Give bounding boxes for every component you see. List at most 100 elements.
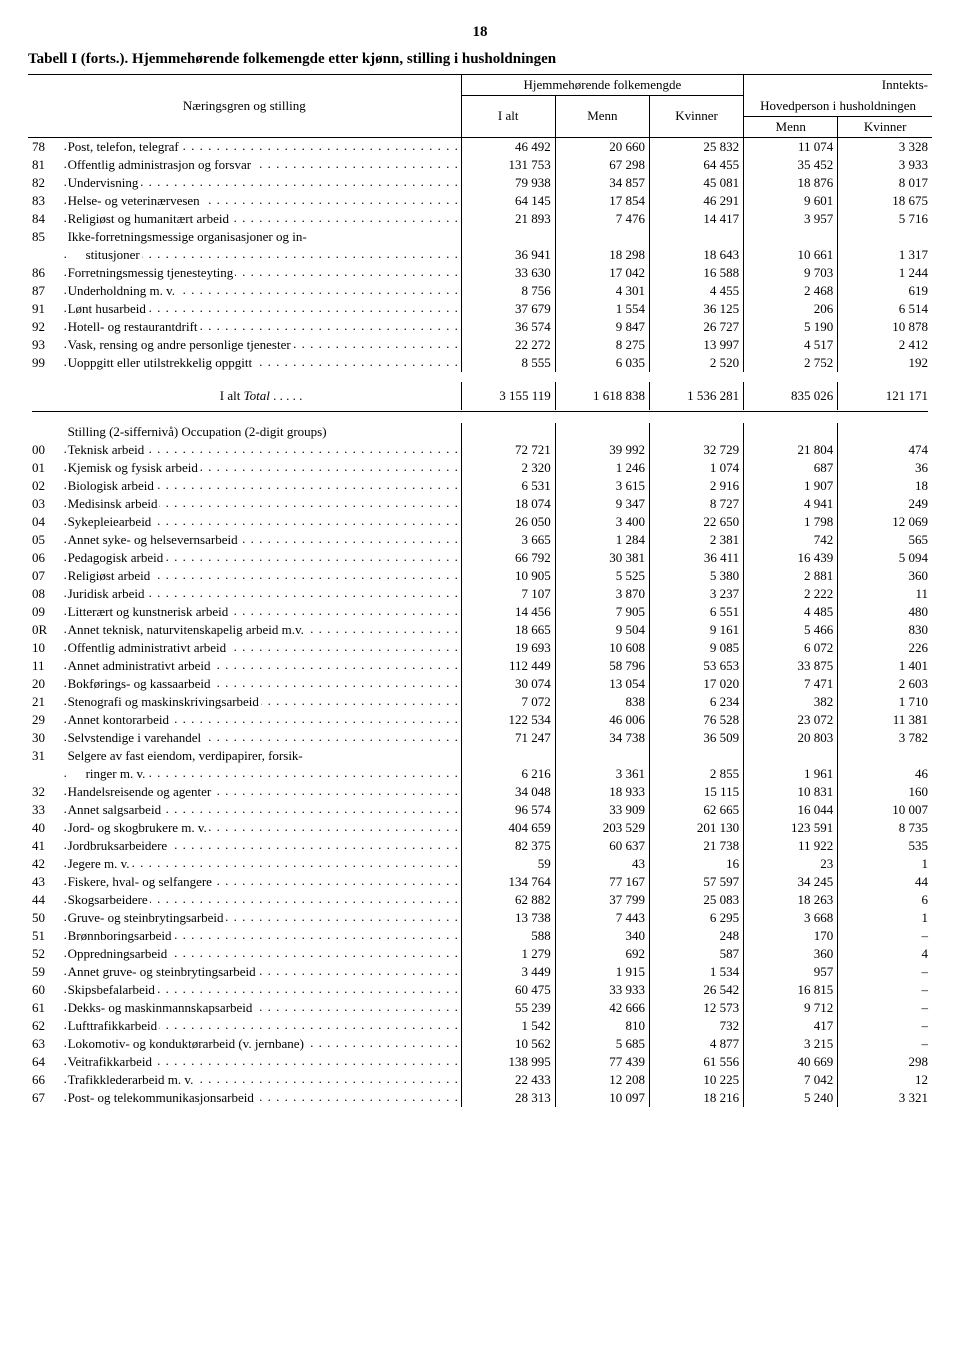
row-value: 4 877	[649, 1035, 743, 1053]
row-value: 9 712	[744, 999, 838, 1017]
row-code: 30	[28, 729, 64, 747]
row-value	[649, 747, 743, 765]
row-value: 25 083	[649, 891, 743, 909]
row-value: 1 279	[461, 945, 555, 963]
row-label: Jordbruksarbeidere	[64, 837, 462, 855]
row-label: Medisinsk arbeid	[64, 495, 462, 513]
table-row: 86Forretningsmessig tjenesteyting33 6301…	[28, 264, 932, 282]
row-label: Biologisk arbeid	[64, 477, 462, 495]
total-hkvinner: 121 171	[838, 382, 932, 410]
row-value: 360	[744, 945, 838, 963]
row-value: 201 130	[649, 819, 743, 837]
table-row: 10Offentlig administrativt arbeid19 6931…	[28, 639, 932, 657]
row-value: 2 855	[649, 765, 743, 783]
row-value: –	[838, 999, 932, 1017]
row-value: 8 735	[838, 819, 932, 837]
row-code	[28, 765, 64, 783]
row-code: 67	[28, 1089, 64, 1107]
row-value: 46 291	[649, 192, 743, 210]
row-value: 11 922	[744, 837, 838, 855]
row-code: 32	[28, 783, 64, 801]
total-label: I alt	[220, 388, 241, 403]
row-label: Post- og telekommunikasjonsarbeid	[64, 1089, 462, 1107]
row-value: 23	[744, 855, 838, 873]
row-value: 1 961	[744, 765, 838, 783]
row-value: 732	[649, 1017, 743, 1035]
row-value: 692	[555, 945, 649, 963]
row-label: Annet gruve- og steinbrytingsarbeid	[64, 963, 462, 981]
row-value: 21 804	[744, 441, 838, 459]
row-value: 3 870	[555, 585, 649, 603]
row-value: 1 554	[555, 300, 649, 318]
row-value: 565	[838, 531, 932, 549]
page-number: 18	[28, 24, 932, 41]
row-value: 6 531	[461, 477, 555, 495]
row-value: 417	[744, 1017, 838, 1035]
row-value: 36 941	[461, 246, 555, 264]
row-label: Offentlig administrativt arbeid	[64, 639, 462, 657]
row-value: 3 615	[555, 477, 649, 495]
row-value	[744, 228, 838, 246]
row-label: Annet syke- og helsevernsarbeid	[64, 531, 462, 549]
row-value: 35 452	[744, 156, 838, 174]
row-code: 61	[28, 999, 64, 1017]
row-value: 248	[649, 927, 743, 945]
row-value: 21 893	[461, 210, 555, 228]
row-value: 33 630	[461, 264, 555, 282]
row-value: 810	[555, 1017, 649, 1035]
row-value: 5 094	[838, 549, 932, 567]
row-value: 3 782	[838, 729, 932, 747]
row-value: 8 756	[461, 282, 555, 300]
table-row: 93Vask, rensing og andre personlige tjen…	[28, 336, 932, 354]
row-value: 3 668	[744, 909, 838, 927]
row-value: 1 246	[555, 459, 649, 477]
row-value: 16 815	[744, 981, 838, 999]
row-value: 9 347	[555, 495, 649, 513]
row-value: 4 517	[744, 336, 838, 354]
row-value: 6 216	[461, 765, 555, 783]
row-label: Bokførings- og kassaarbeid	[64, 675, 462, 693]
row-value: 22 433	[461, 1071, 555, 1089]
row-value: 340	[555, 927, 649, 945]
table-row: 87Underholdning m. v.8 7564 3014 4552 46…	[28, 282, 932, 300]
row-value: 18 675	[838, 192, 932, 210]
row-value: 61 556	[649, 1053, 743, 1071]
row-code: 81	[28, 156, 64, 174]
row-value: 6 035	[555, 354, 649, 372]
row-value: 64 145	[461, 192, 555, 210]
row-value: 7 471	[744, 675, 838, 693]
row-value: 249	[838, 495, 932, 513]
row-value: 43	[555, 855, 649, 873]
row-value: 203 529	[555, 819, 649, 837]
row-code: 87	[28, 282, 64, 300]
row-value: 10 878	[838, 318, 932, 336]
row-value: 64 455	[649, 156, 743, 174]
row-label: Jord- og skogbrukere m. v.	[64, 819, 462, 837]
row-value: 18 263	[744, 891, 838, 909]
row-value: 77 439	[555, 1053, 649, 1071]
row-code: 09	[28, 603, 64, 621]
row-value: 3 328	[838, 138, 932, 156]
row-value: 588	[461, 927, 555, 945]
table-row: 52Oppredningsarbeid1 2796925873604	[28, 945, 932, 963]
row-value: 33 909	[555, 801, 649, 819]
hdr-group1: Hjemmehørende folkemengde	[461, 75, 743, 96]
row-value: 59	[461, 855, 555, 873]
row-code: 50	[28, 909, 64, 927]
row-value: 404 659	[461, 819, 555, 837]
row-value: 1	[838, 855, 932, 873]
total-kvinner: 1 536 281	[649, 382, 743, 410]
row-value: 474	[838, 441, 932, 459]
row-value: 9 085	[649, 639, 743, 657]
row-code: 41	[28, 837, 64, 855]
row-value: 10 562	[461, 1035, 555, 1053]
row-value: 60 637	[555, 837, 649, 855]
row-value: 34 245	[744, 873, 838, 891]
table-row: 32Handelsreisende og agenter34 04818 933…	[28, 783, 932, 801]
row-value: 18 933	[555, 783, 649, 801]
row-value: 18 665	[461, 621, 555, 639]
hdr-kvinner: Kvinner	[649, 96, 743, 137]
row-value: 170	[744, 927, 838, 945]
total-row: I alt Total . . . . . 3 155 119 1 618 83…	[28, 382, 932, 410]
row-value: 192	[838, 354, 932, 372]
